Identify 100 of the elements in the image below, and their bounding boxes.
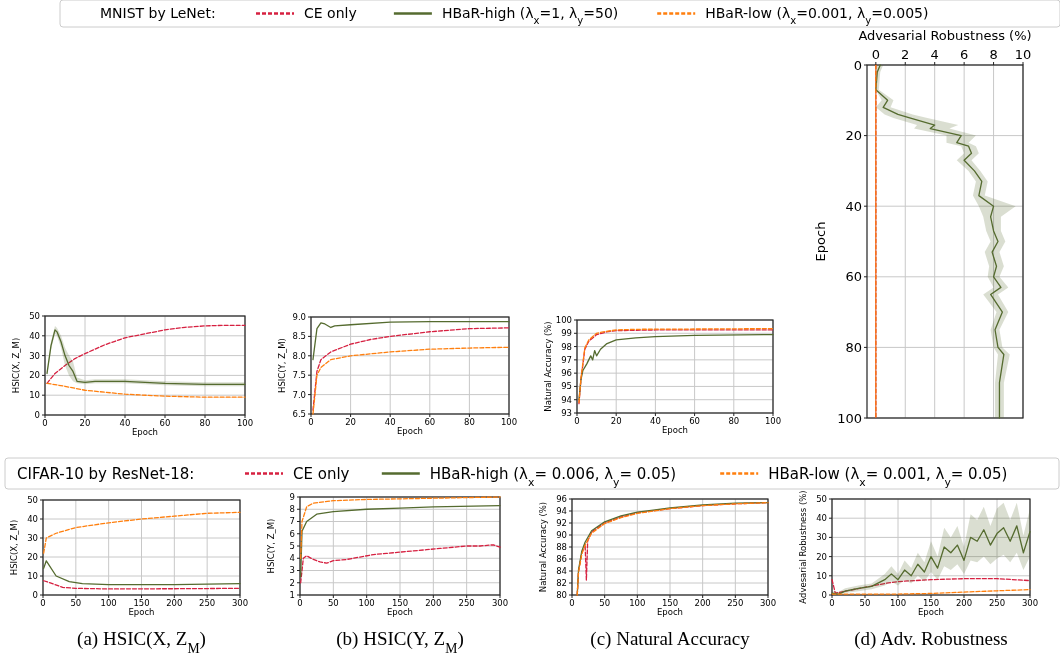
x-tick-label: 0 <box>574 415 580 426</box>
x-tick-label: 50 <box>859 597 871 608</box>
y-tick-label: 40 <box>845 198 862 214</box>
y-tick-label: 40 <box>816 513 827 524</box>
y-tick-label: 40 <box>27 513 38 524</box>
y-tick-label: 100 <box>555 314 572 325</box>
y-tick-label: 50 <box>27 494 38 505</box>
x-axis-title: Epoch <box>917 607 945 617</box>
y-tick-label: 80 <box>556 589 567 600</box>
x-axis-title: Epoch <box>661 425 689 435</box>
x-tick-label: 20 <box>79 417 91 428</box>
y-tick-label: 30 <box>29 350 40 361</box>
x-tick-label: 300 <box>759 597 777 608</box>
x-tick-label: 250 <box>458 597 475 608</box>
legend-label: HBaR-high (λ$_{x}$= 0.006, λ$_{y}$= 0.05) <box>429 464 677 489</box>
y-tick-label: 95 <box>561 381 572 392</box>
y-axis-title: Natural Accuracy (%) <box>543 321 553 412</box>
y-tick-label: 9 <box>289 491 295 502</box>
x-tick-label: 250 <box>988 597 1006 608</box>
y-tick-label: 9.0 <box>292 311 306 322</box>
x-tick-label: 100 <box>629 597 646 608</box>
x-tick-label: 100 <box>100 597 117 608</box>
x-tick-label: 80 <box>463 416 475 427</box>
x-tick-label: 10 <box>1014 47 1032 62</box>
text: (d) Adv. Robustness <box>854 628 1008 650</box>
y-axis-title: Advesarial Robustness (%) <box>798 490 808 604</box>
y-tick-label: 1 <box>289 589 295 600</box>
x-tick-label: 20 <box>610 415 622 426</box>
text: (a) HSIC(X, Z$_{M}$) <box>77 628 206 656</box>
x-tick-label: 100 <box>889 597 907 608</box>
y-tick-label: 20 <box>27 551 38 562</box>
x-tick-label: 150 <box>661 597 679 608</box>
y-tick-label: 20 <box>816 551 827 562</box>
y-tick-label: 20 <box>29 370 40 381</box>
legend-label: HBaR-low (λ$_{x}$= 0.001, λ$_{y}$= 0.05) <box>768 464 1008 489</box>
y-tick-label: 50 <box>29 310 40 321</box>
x-tick-label: 0 <box>308 416 314 427</box>
y-tick-label: 10 <box>29 390 40 401</box>
y-tick-label: 94 <box>561 394 572 405</box>
y-tick-label: 7.5 <box>292 370 306 381</box>
y-axis-title: HSIC(Y, Z_M) <box>266 518 276 574</box>
y-tick-label: 6.5 <box>292 408 306 419</box>
y-tick-label: 88 <box>556 541 567 552</box>
y-axis-title: Natural Accuracy (%) <box>538 501 548 593</box>
y-tick-label: 94 <box>556 505 567 516</box>
y-tick-label: 10 <box>816 570 827 581</box>
y-tick-label: 0 <box>853 57 862 73</box>
y-tick-label: 96 <box>561 368 572 379</box>
text: (b) HSIC(Y, Z$_{M}$) <box>336 628 464 656</box>
x-tick-label: 100 <box>358 597 375 608</box>
x-tick-label: 4 <box>930 47 939 62</box>
x-tick-label: 20 <box>345 416 357 427</box>
y-tick-label: 0 <box>32 589 38 600</box>
x-tick-label: 8 <box>989 47 998 62</box>
x-tick-label: 50 <box>70 597 82 608</box>
x-tick-label: 200 <box>955 597 973 608</box>
x-axis-title: Epoch <box>386 607 414 617</box>
x-tick-label: 250 <box>727 597 744 608</box>
y-tick-label: 90 <box>556 529 567 540</box>
y-tick-label: 80 <box>845 339 862 355</box>
x-tick-label: 40 <box>649 415 661 426</box>
x-tick-label: 300 <box>491 597 509 608</box>
y-tick-label: 30 <box>816 532 827 543</box>
y-tick-label: 97 <box>561 354 572 365</box>
legend-label: CE only <box>293 464 350 483</box>
x-axis-title: Epoch <box>396 426 424 436</box>
x-tick-label: 60 <box>424 416 436 427</box>
x-tick-label: 250 <box>199 597 216 608</box>
y-tick-label: 5 <box>289 540 295 551</box>
y-tick-label: 3 <box>289 565 295 576</box>
y-tick-label: 82 <box>556 577 567 588</box>
x-tick-label: 150 <box>391 597 409 608</box>
x-axis-title: Epoch <box>131 427 159 437</box>
text: (c) Natural Accuracy <box>590 628 751 650</box>
y-tick-label: 0 <box>821 589 827 600</box>
legend-label: HBaR-low (λ$_{x}$=0.001, λ$_{y}$=0.005) <box>705 5 929 26</box>
y-tick-label: 8.0 <box>292 350 306 361</box>
x-tick-label: 300 <box>231 597 249 608</box>
y-tick-label: 60 <box>845 269 862 285</box>
y-tick-label: 10 <box>27 570 38 581</box>
y-tick-label: 40 <box>29 330 40 341</box>
x-tick-label: 200 <box>425 597 442 608</box>
y-tick-label: 6 <box>289 528 295 539</box>
x-tick-label: 0 <box>871 47 880 62</box>
y-tick-label: 92 <box>556 517 567 528</box>
x-tick-label: 150 <box>922 597 940 608</box>
x-tick-label: 40 <box>119 417 131 428</box>
x-axis-title: Advesarial Robustness (%) <box>858 28 1032 43</box>
y-tick-label: 2 <box>289 577 295 588</box>
y-axis-title: HSIC(X, Z_M) <box>11 337 21 394</box>
x-tick-label: 150 <box>133 597 150 608</box>
x-tick-label: 80 <box>728 415 740 426</box>
y-tick-label: 99 <box>561 328 572 339</box>
x-tick-label: 60 <box>689 415 701 426</box>
y-tick-label: 86 <box>556 553 567 564</box>
x-tick-label: 200 <box>694 597 711 608</box>
x-tick-label: 200 <box>166 597 183 608</box>
x-tick-label: 80 <box>199 417 211 428</box>
x-axis-title: Epoch <box>656 607 684 617</box>
legend-title: MNIST by LeNet: <box>100 5 216 22</box>
